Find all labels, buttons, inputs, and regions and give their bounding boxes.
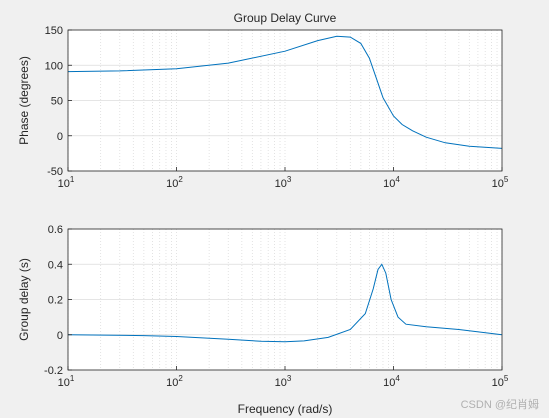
x-tick-label: 102 xyxy=(166,175,183,190)
x-tick-label: 102 xyxy=(166,374,183,389)
x-tick-label: 105 xyxy=(492,374,509,389)
x-tick-label: 103 xyxy=(275,175,292,190)
x-tick-label: 104 xyxy=(383,374,400,389)
y-tick-label: 0.2 xyxy=(48,295,63,307)
y-tick-label: -50 xyxy=(47,166,63,178)
y-tick-label: -0.2 xyxy=(44,365,63,377)
series-line-1 xyxy=(67,35,503,149)
y-tick-label: 0 xyxy=(57,131,63,143)
y-axis-label: Phase (degrees) xyxy=(17,56,31,145)
y-tick-label: 100 xyxy=(45,60,63,72)
y-axis-label: Group delay (s) xyxy=(17,258,31,341)
y-tick-label: 0.4 xyxy=(48,259,63,271)
y-tick-label: 0.6 xyxy=(48,224,63,236)
y-tick-label: 0 xyxy=(57,330,63,342)
watermark: CSDN @纪肖姆 xyxy=(460,399,539,411)
chart-title: Group Delay Curve xyxy=(234,11,337,25)
x-tick-label: 104 xyxy=(383,175,400,190)
x-tick-label: 105 xyxy=(492,175,509,190)
y-tick-label: 150 xyxy=(45,25,63,37)
y-tick-label: 50 xyxy=(51,96,63,108)
x-tick-label: 103 xyxy=(275,374,292,389)
series-line-1 xyxy=(67,263,503,343)
x-axis-label: Frequency (rad/s) xyxy=(238,402,333,416)
